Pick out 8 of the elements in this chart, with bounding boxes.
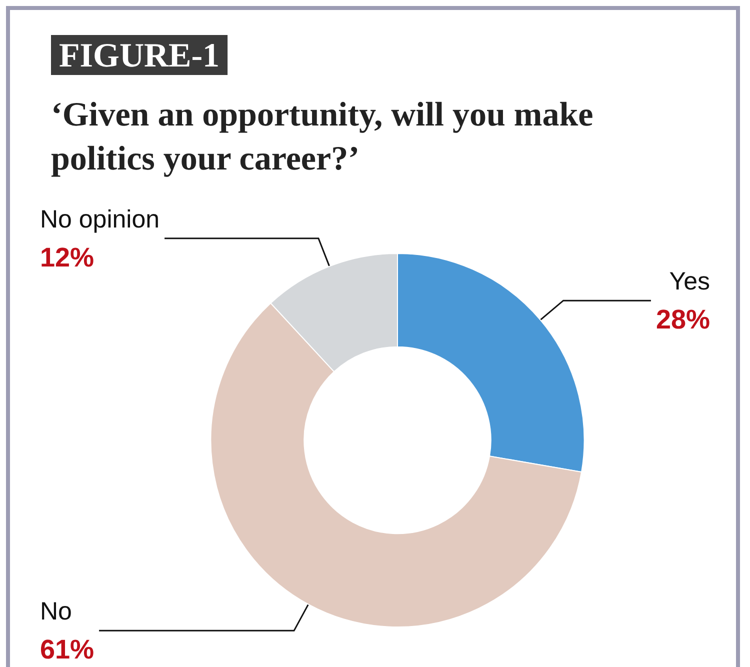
slice-label: No opinion — [40, 205, 160, 234]
data-label: 12% — [40, 242, 94, 272]
chart-subtitle: ‘Given an opportunity, will you make politics your career?’ — [51, 96, 602, 178]
data-label: 28% — [656, 304, 710, 335]
data-label: 61% — [40, 634, 94, 665]
chart-title: FIGURE-1 — [59, 38, 220, 74]
slice-label: Yes — [669, 268, 710, 296]
slice-label: No — [40, 598, 72, 626]
